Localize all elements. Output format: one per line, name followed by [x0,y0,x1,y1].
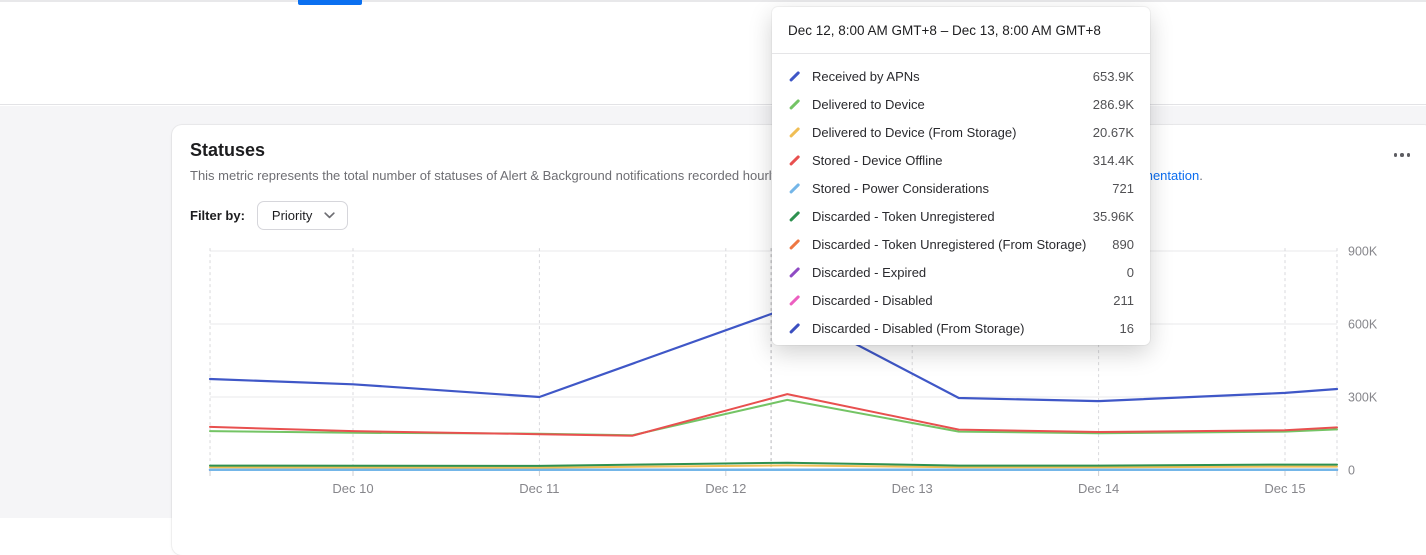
tooltip-row: Received by APNs 653.9K [772,62,1150,90]
series-line-swatch-icon [788,322,801,334]
tooltip-row: Discarded - Expired 0 [772,258,1150,286]
series-value: 890 [1112,236,1134,252]
filter-row: Filter by: Priority [190,201,349,230]
series-label: Discarded - Token Unregistered [812,208,995,224]
ellipsis-icon [1393,153,1411,157]
series-line-swatch-icon [788,294,801,306]
tooltip-date-range: Dec 12, 8:00 AM GMT+8 – Dec 13, 8:00 AM … [772,7,1150,54]
series-line-swatch-icon [788,238,801,250]
tooltip-row: Delivered to Device 286.9K [772,90,1150,118]
series-value: 721 [1112,180,1134,196]
tooltip-row: Discarded - Disabled 211 [772,286,1150,314]
series-label: Discarded - Disabled (From Storage) [812,320,1025,336]
tooltip-row: Discarded - Token Unregistered (From Sto… [772,230,1150,258]
series-label: Received by APNs [812,68,920,84]
series-value: 0 [1126,264,1134,280]
series-line-swatch-icon [788,98,801,110]
series-label: Stored - Device Offline [812,152,943,168]
series-label: Delivered to Device [812,96,925,112]
series-value: 35.96K [1092,208,1134,224]
series-line-swatch-icon [788,210,801,222]
dropdown-value: Priority [271,208,313,223]
series-label: Discarded - Token Unregistered (From Sto… [812,236,1087,252]
page-header [0,0,1426,105]
active-tab-indicator[interactable] [298,0,362,5]
series-value: 16 [1119,320,1134,336]
card-menu-button[interactable] [1386,145,1418,165]
series-value: 314.4K [1092,152,1134,168]
series-value: 653.9K [1092,68,1134,84]
tooltip-rows: Received by APNs 653.9K Delivered to Devic… [772,54,1150,342]
chevron-down-icon [324,212,336,219]
series-line-swatch-icon [788,154,801,166]
chart-tooltip: Dec 12, 8:00 AM GMT+8 – Dec 13, 8:00 AM … [772,7,1150,345]
tooltip-row: Delivered to Device (From Storage) 20.67K [772,118,1150,146]
card-title: Statuses [190,140,266,160]
series-label: Stored - Power Considerations [812,180,990,196]
series-line-swatch-icon [788,182,801,194]
tooltip-row: Discarded - Disabled (From Storage) 16 [772,314,1150,342]
series-value: 20.67K [1092,124,1134,140]
series-line-swatch-icon [788,266,801,278]
filter-label: Filter by: [190,208,245,223]
priority-dropdown[interactable]: Priority [256,201,349,230]
series-label: Delivered to Device (From Storage) [812,124,1017,140]
tooltip-row: Discarded - Token Unregistered 35.96K [772,202,1150,230]
series-value: 286.9K [1092,96,1134,112]
series-line-swatch-icon [788,126,801,138]
tooltip-row: Stored - Device Offline 314.4K [772,146,1150,174]
tab-bar-divider [0,0,1426,2]
series-value: 211 [1113,292,1134,308]
description-period: . [1199,168,1203,183]
series-line-swatch-icon [788,70,801,82]
series-label: Discarded - Disabled [812,292,933,308]
tooltip-row: Stored - Power Considerations 721 [772,174,1150,202]
series-label: Discarded - Expired [812,264,927,280]
